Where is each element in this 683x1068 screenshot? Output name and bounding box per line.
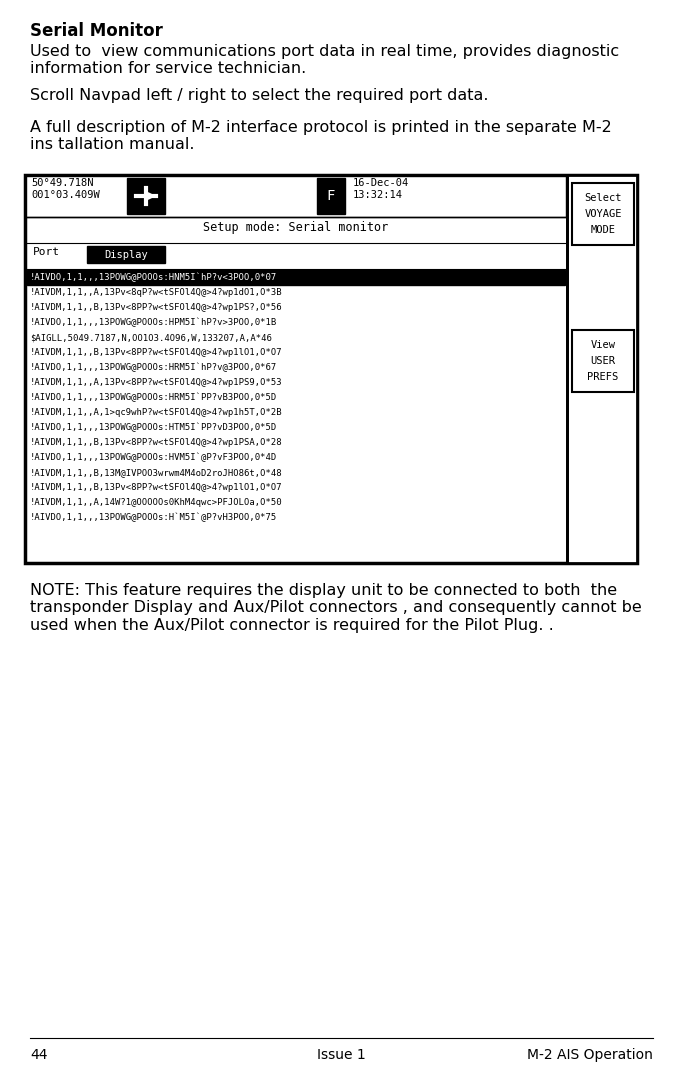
Text: M-2 AIS Operation: M-2 AIS Operation bbox=[527, 1048, 653, 1062]
Bar bbox=[317, 178, 345, 214]
Bar bbox=[127, 178, 165, 214]
Bar bbox=[572, 183, 634, 245]
Text: Scroll Navpad left / right to select the required port data.: Scroll Navpad left / right to select the… bbox=[30, 88, 488, 103]
Text: !AIVDM,1,1,,B,13Pv<8PP?w<tSFOl4Q@>4?wp1PS?,O*56: !AIVDM,1,1,,B,13Pv<8PP?w<tSFOl4Q@>4?wp1P… bbox=[30, 303, 283, 312]
Text: !AIVDM,1,1,,B,13M@IVPOO3wrwm4M4oD2roJHO86t,O*48: !AIVDM,1,1,,B,13M@IVPOO3wrwm4M4oD2roJHO8… bbox=[30, 468, 283, 477]
Text: !AIVDM,1,1,,B,13Pv<8PP?w<tSFOl4Q@>4?wp1lO1,O*O7: !AIVDM,1,1,,B,13Pv<8PP?w<tSFOl4Q@>4?wp1l… bbox=[30, 348, 283, 357]
Text: $AIGLL,5049.7187,N,OO1O3.4O96,W,133207,A,A*46: $AIGLL,5049.7187,N,OO1O3.4O96,W,133207,A… bbox=[30, 333, 272, 342]
Text: !AIVDM,1,1,,A,1>qc9whP?w<tSFOl4Q@>4?wp1h5T,O*2B: !AIVDM,1,1,,A,1>qc9whP?w<tSFOl4Q@>4?wp1h… bbox=[30, 408, 283, 417]
Text: F: F bbox=[326, 189, 335, 203]
Text: !AIVDM,1,1,,B,13Pv<8PP?w<tSFOl4Q@>4?wp1lO1,O*O7: !AIVDM,1,1,,B,13Pv<8PP?w<tSFOl4Q@>4?wp1l… bbox=[30, 483, 283, 492]
Text: 16-Dec-04
13:32:14: 16-Dec-04 13:32:14 bbox=[353, 178, 409, 200]
Bar bbox=[87, 246, 165, 263]
Text: !AIVDM,1,1,,B,13Pv<8PP?w<tSFOl4Q@>4?wp1PSA,O*28: !AIVDM,1,1,,B,13Pv<8PP?w<tSFOl4Q@>4?wp1P… bbox=[30, 438, 283, 447]
Bar bbox=[26, 176, 566, 217]
Text: VOYAGE: VOYAGE bbox=[584, 209, 622, 219]
Text: !AIVDO,1,1,,,13POWG@POOOs:HVM5I`@P?vF3POO,0*4D: !AIVDO,1,1,,,13POWG@POOOs:HVM5I`@P?vF3PO… bbox=[30, 453, 277, 462]
Text: Display: Display bbox=[104, 250, 148, 260]
Text: MODE: MODE bbox=[591, 225, 615, 235]
Text: !AIVDM,1,1,,A,13Pv<8PP?w<tSFOl4Q@>4?wp1PS9,O*53: !AIVDM,1,1,,A,13Pv<8PP?w<tSFOl4Q@>4?wp1P… bbox=[30, 378, 283, 387]
Bar bbox=[567, 175, 637, 563]
Text: !AIVDO,1,1,,,13POWG@POOOs:H`M5I`@P?vH3POO,0*75: !AIVDO,1,1,,,13POWG@POOOs:H`M5I`@P?vH3PO… bbox=[30, 513, 277, 522]
Text: !AIVDO,1,1,,,13POWG@POOOs:HNM5I`hP?v<3POO,0*07: !AIVDO,1,1,,,13POWG@POOOs:HNM5I`hP?v<3PO… bbox=[30, 272, 277, 282]
Text: !AIVDM,1,1,,A,14W?1@OOOOOs0KhM4qwc>PFJOLOa,O*50: !AIVDM,1,1,,A,14W?1@OOOOOs0KhM4qwc>PFJOL… bbox=[30, 498, 283, 507]
Text: !AIVDM,1,1,,A,13Pv<8qP?w<tSFOl4Q@>4?wp1dO1,O*3B: !AIVDM,1,1,,A,13Pv<8qP?w<tSFOl4Q@>4?wp1d… bbox=[30, 288, 283, 297]
Text: 44: 44 bbox=[30, 1048, 48, 1062]
Text: 50°49.718N
001°03.409W: 50°49.718N 001°03.409W bbox=[31, 178, 100, 200]
Text: !AIVDO,1,1,,,13POWG@POOOs:HRM5I`PP?vB3POO,0*5D: !AIVDO,1,1,,,13POWG@POOOs:HRM5I`PP?vB3PO… bbox=[30, 393, 277, 403]
Text: PREFS: PREFS bbox=[587, 372, 619, 382]
Text: !AIVDO,1,1,,,13POWG@POOOs:HRM5I`hP?v@3POO,0*67: !AIVDO,1,1,,,13POWG@POOOs:HRM5I`hP?v@3PO… bbox=[30, 363, 277, 372]
Text: View: View bbox=[591, 340, 615, 350]
Text: Used to  view communications port data in real time, provides diagnostic
informa: Used to view communications port data in… bbox=[30, 44, 619, 77]
Text: Port: Port bbox=[33, 247, 60, 257]
Text: USER: USER bbox=[591, 356, 615, 366]
Text: NOTE: This feature requires the display unit to be connected to both  the
transp: NOTE: This feature requires the display … bbox=[30, 583, 642, 633]
Text: !AIVDO,1,1,,,13POWG@POOOs:HPM5I`hP?v>3POO,0*1B: !AIVDO,1,1,,,13POWG@POOOs:HPM5I`hP?v>3PO… bbox=[30, 318, 277, 327]
Text: Serial Monitor: Serial Monitor bbox=[30, 22, 163, 40]
Text: A full description of M-2 interface protocol is printed in the separate M-2
ins : A full description of M-2 interface prot… bbox=[30, 120, 612, 153]
Bar bbox=[27, 270, 565, 285]
Bar bbox=[572, 330, 634, 392]
Text: !AIVDO,1,1,,,13POWG@POOOs:HTM5I`PP?vD3POO,0*5D: !AIVDO,1,1,,,13POWG@POOOs:HTM5I`PP?vD3PO… bbox=[30, 423, 277, 433]
Text: Select: Select bbox=[584, 193, 622, 203]
Text: Setup mode: Serial monitor: Setup mode: Serial monitor bbox=[204, 221, 389, 234]
Text: Issue 1: Issue 1 bbox=[317, 1048, 366, 1062]
Bar bbox=[25, 175, 637, 563]
